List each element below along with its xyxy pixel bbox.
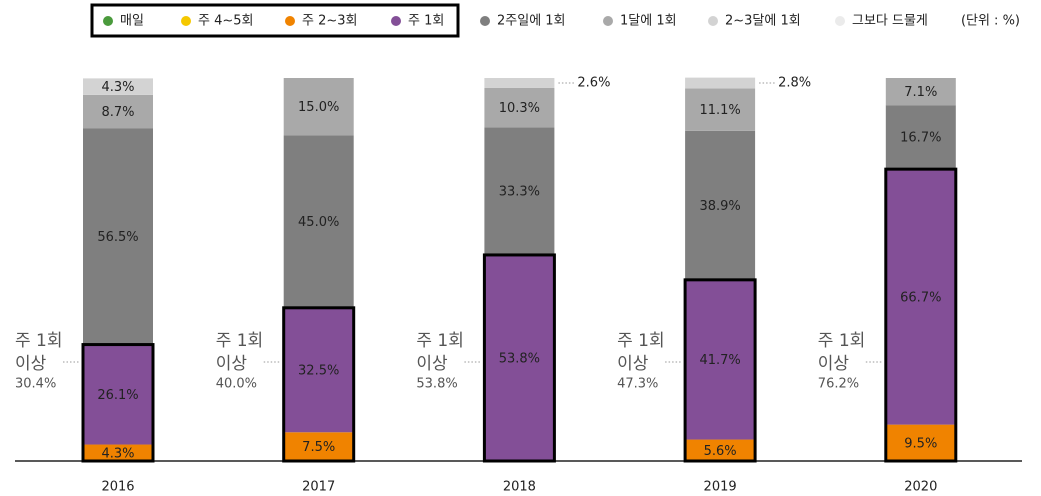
- x-tick-label: 2020: [904, 480, 937, 495]
- highlight-box: [282, 306, 356, 463]
- highlight-box: [884, 167, 958, 463]
- bar-segment: [885, 105, 956, 170]
- highlight-box: [683, 278, 757, 463]
- bar-segment: [885, 78, 956, 106]
- value-label: 66.7%: [900, 290, 941, 305]
- legend-swatch: [708, 16, 718, 26]
- legend-highlight: [90, 3, 460, 38]
- bar-segment: [283, 432, 354, 461]
- value-label: 2.6%: [577, 75, 610, 90]
- bar-segment: [685, 439, 756, 461]
- value-label: 8.7%: [101, 105, 134, 120]
- bar-segment: [685, 88, 756, 131]
- annotation-label: 주 1회: [818, 331, 866, 351]
- value-label: 16.7%: [900, 131, 941, 146]
- annotation-label: 이상: [617, 354, 649, 374]
- bar-segment: [83, 94, 153, 129]
- value-label: 53.8%: [499, 351, 540, 366]
- value-label: 15.0%: [298, 100, 339, 115]
- bar-segment: [484, 78, 555, 88]
- annotation-label: 이상: [818, 354, 850, 374]
- x-tick-label: 2019: [704, 480, 737, 495]
- legend-swatch: [103, 16, 113, 26]
- unit-label: (단위 : %): [961, 14, 1020, 29]
- annotation-value: 47.3%: [617, 377, 658, 392]
- bar-segment: [885, 424, 956, 461]
- bar-segment: [83, 444, 153, 461]
- legend-swatch: [285, 16, 295, 26]
- legend-label: 주 4~5회: [198, 14, 254, 29]
- legend-swatch: [603, 16, 613, 26]
- highlight-box: [81, 343, 155, 463]
- bar-segment: [83, 344, 153, 445]
- legend-label: 1달에 1회: [620, 14, 677, 29]
- value-label: 9.5%: [904, 436, 937, 451]
- value-label: 4.3%: [101, 80, 134, 95]
- value-label: 10.3%: [499, 101, 540, 116]
- legend-label: 2주일에 1회: [497, 14, 566, 29]
- annotation-label: 주 1회: [617, 331, 665, 351]
- annotation-label: 주 1회: [216, 331, 264, 351]
- annotation-value: 53.8%: [416, 377, 457, 392]
- bar-segment: [484, 254, 555, 461]
- bar-segment: [83, 78, 153, 95]
- x-tick-label: 2018: [503, 480, 536, 495]
- value-label: 32.5%: [298, 364, 339, 379]
- value-label: 56.5%: [97, 230, 138, 245]
- value-label: 7.1%: [904, 85, 937, 100]
- annotation-label: 이상: [216, 354, 248, 374]
- annotation-label: 이상: [416, 354, 448, 374]
- bar-segment: [283, 135, 354, 308]
- annotation-label: 주 1회: [15, 331, 63, 351]
- legend-swatch: [181, 16, 191, 26]
- value-label: 38.9%: [699, 199, 740, 214]
- bar-segment: [283, 307, 354, 433]
- value-label: 26.1%: [97, 388, 138, 403]
- annotation-label: 주 1회: [416, 331, 464, 351]
- legend-swatch: [835, 16, 845, 26]
- value-label: 4.3%: [101, 446, 134, 461]
- annotation-value: 76.2%: [818, 377, 859, 392]
- legend-swatch: [391, 16, 401, 26]
- legend-label: 주 1회: [408, 14, 444, 29]
- legend-swatch: [480, 16, 490, 26]
- bar-segment: [283, 78, 354, 136]
- value-label: 45.0%: [298, 215, 339, 230]
- bar-segment: [685, 130, 756, 280]
- legend-label: 그보다 드물게: [852, 14, 928, 29]
- value-label: 2.8%: [778, 75, 811, 90]
- legend-label: 주 2~3회: [302, 14, 358, 29]
- annotation-value: 30.4%: [15, 377, 56, 392]
- x-tick-label: 2017: [302, 480, 335, 495]
- value-label: 41.7%: [699, 353, 740, 368]
- bar-segment: [685, 279, 756, 440]
- legend-label: 2~3달에 1회: [725, 14, 801, 29]
- value-label: 5.6%: [704, 444, 737, 459]
- annotation-label: 이상: [15, 354, 47, 374]
- bar-segment: [484, 127, 555, 255]
- bar-segment: [885, 169, 956, 425]
- x-tick-label: 2016: [101, 480, 134, 495]
- value-label: 33.3%: [499, 185, 540, 200]
- bar-segment: [685, 77, 756, 89]
- annotation-value: 40.0%: [216, 377, 257, 392]
- value-label: 11.1%: [699, 103, 740, 118]
- value-label: 7.5%: [302, 440, 335, 455]
- bar-segment: [484, 87, 555, 128]
- bar-segment: [83, 128, 153, 345]
- legend-label: 매일: [120, 14, 144, 29]
- highlight-box: [482, 253, 556, 463]
